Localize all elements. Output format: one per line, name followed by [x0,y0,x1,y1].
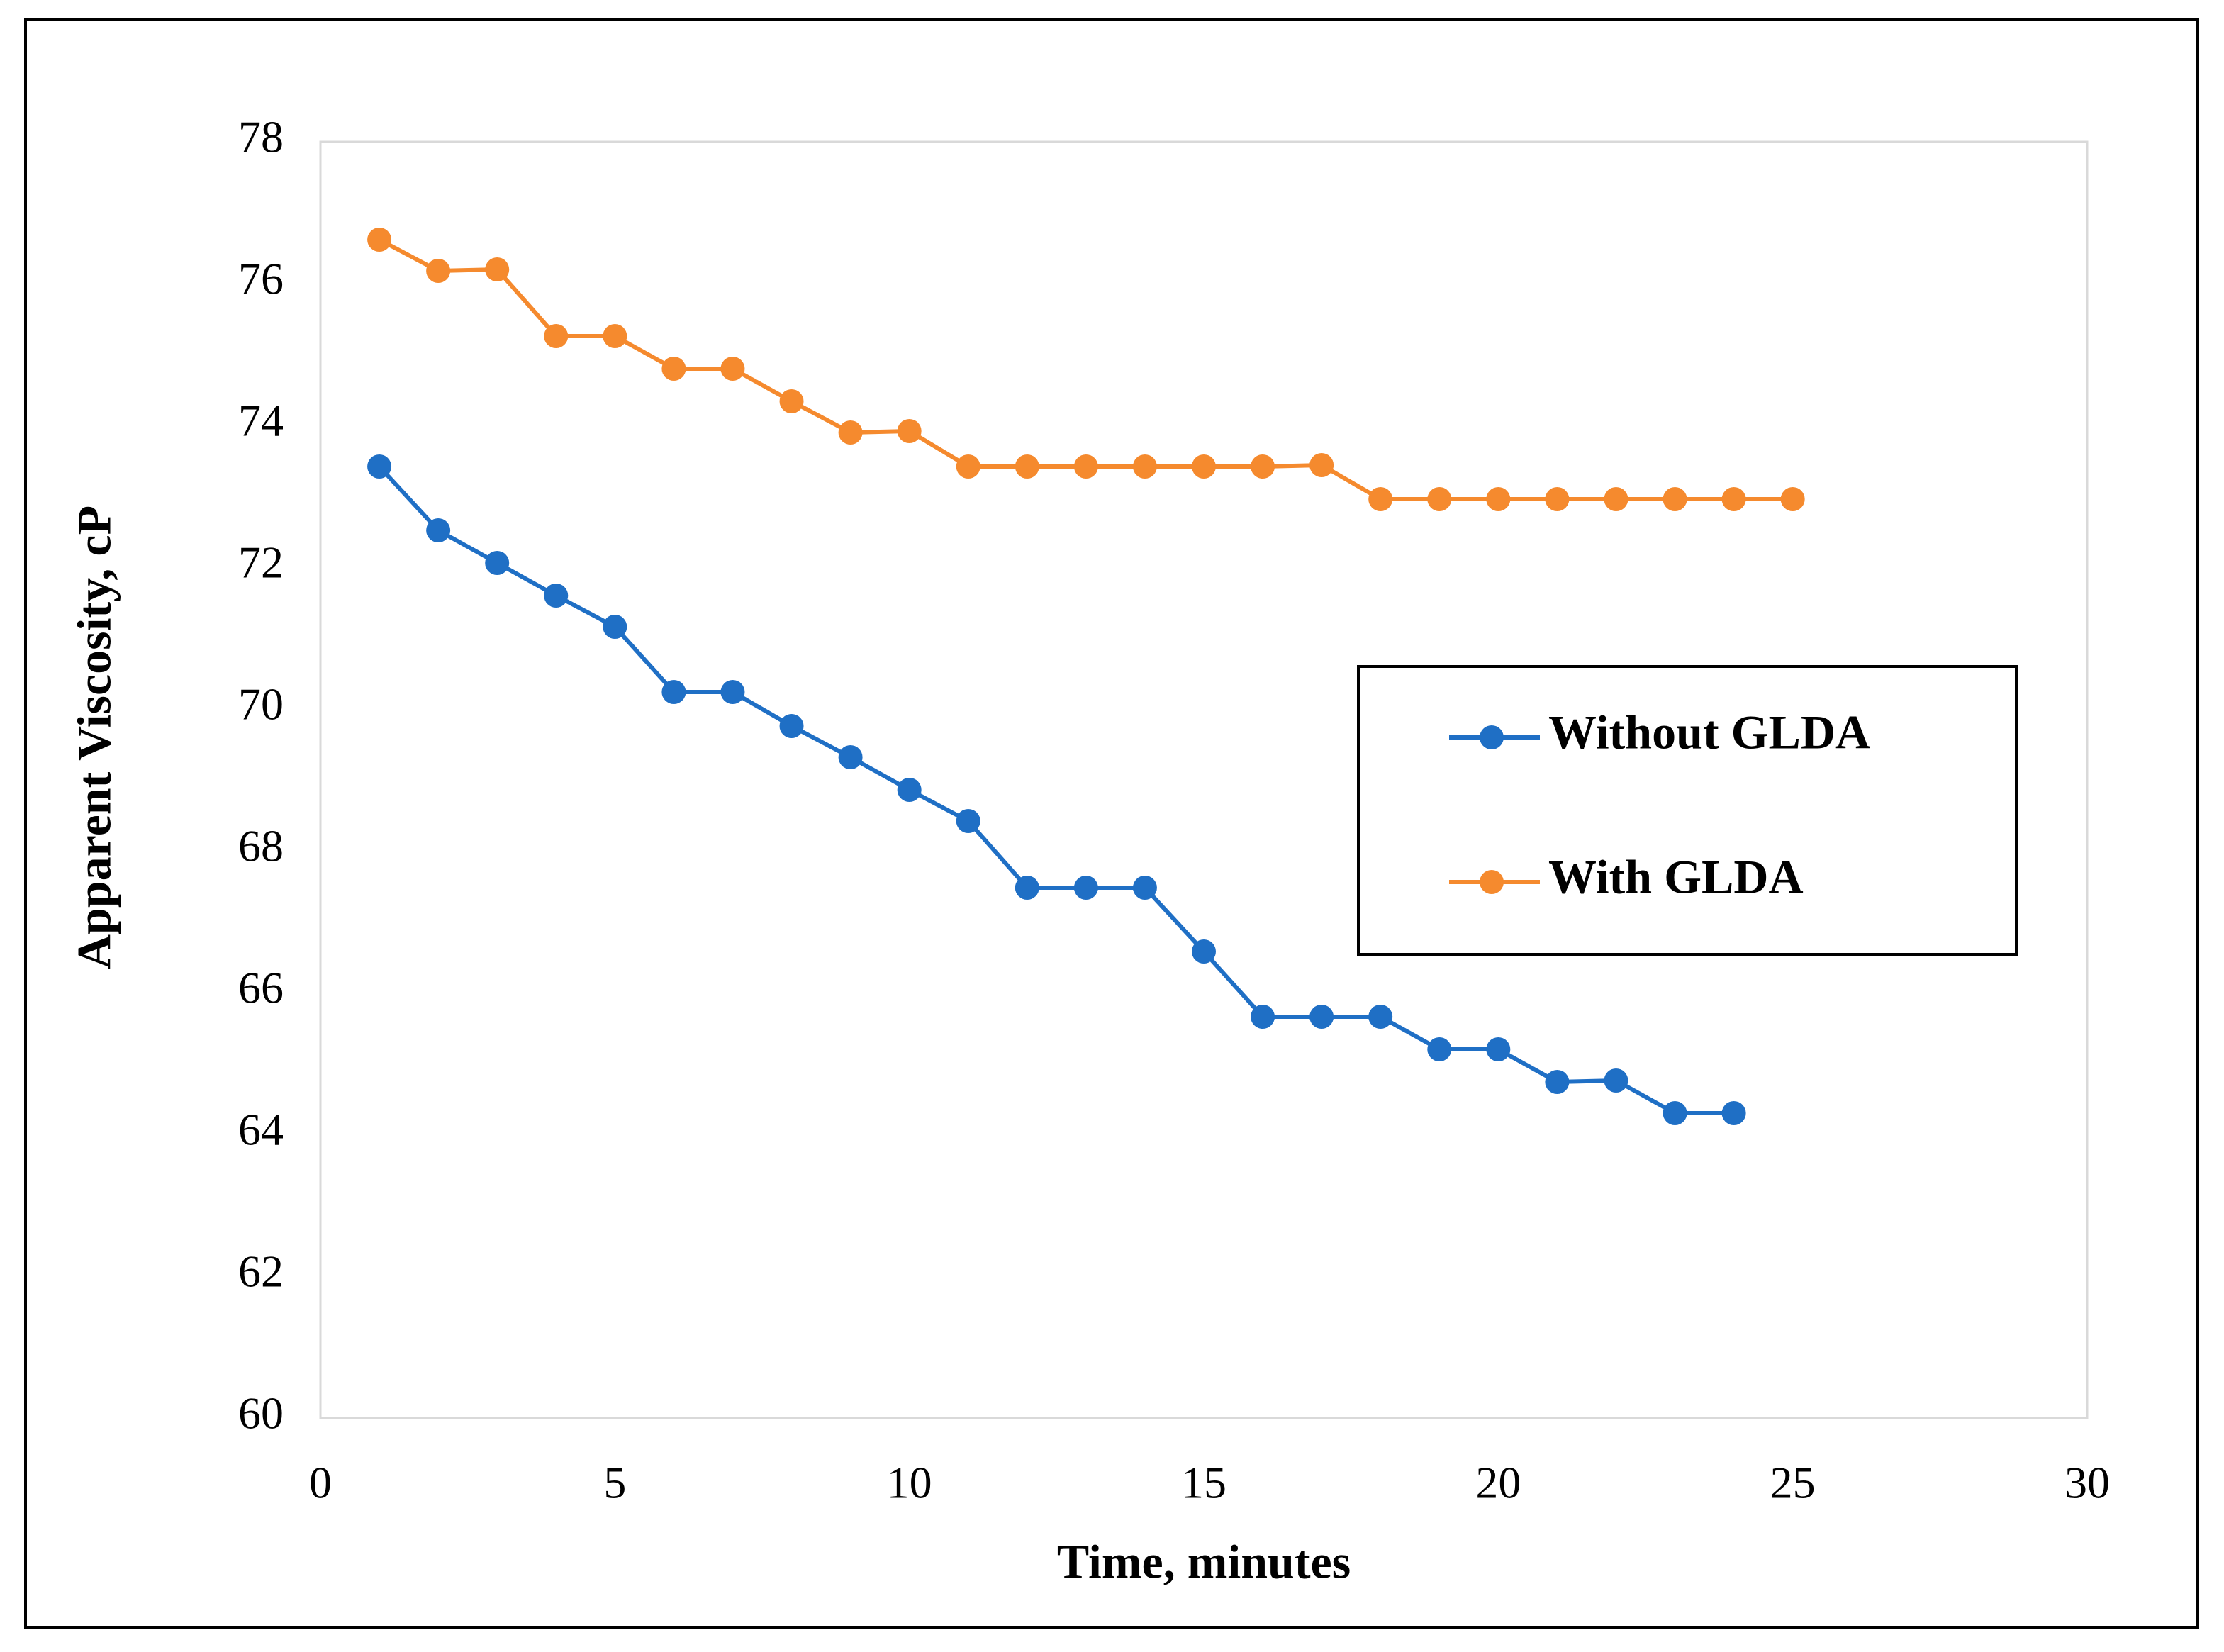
data-point [603,615,627,639]
data-point [1132,454,1157,479]
data-point [1251,454,1275,479]
data-point [897,419,922,443]
data-point [1368,487,1393,511]
data-point [1545,1070,1570,1094]
data-point [1427,487,1452,511]
legend-label: Without GLDA [1548,705,1870,759]
data-point [956,454,980,479]
data-point [1309,453,1334,477]
data-point [367,454,392,479]
data-point [426,518,451,542]
data-point [661,680,686,704]
y-tick-label: 62 [238,1246,284,1297]
data-point [1073,454,1098,479]
x-tick-label: 0 [309,1458,332,1508]
x-tick-label: 30 [2064,1458,2110,1508]
data-point [956,809,980,833]
data-point [1309,1005,1334,1029]
y-tick-label: 64 [238,1105,284,1155]
data-point [779,714,804,738]
data-point [367,228,392,252]
data-point [1132,876,1157,900]
data-point [1604,487,1628,511]
x-tick-label: 25 [1770,1458,1816,1508]
x-tick-label: 5 [603,1458,626,1508]
legend-marker [1480,870,1504,894]
data-point [897,778,922,802]
data-point [1015,454,1039,479]
data-point [1192,939,1216,964]
data-point [720,680,745,704]
x-tick-label: 10 [887,1458,932,1508]
legend-marker [1480,725,1504,749]
data-point [838,420,863,445]
legend-label: With GLDA [1548,850,1804,904]
data-point [720,357,745,381]
data-point [1192,454,1216,479]
data-point [779,389,804,413]
y-tick-label: 66 [238,963,284,1013]
data-point [1721,487,1746,511]
data-point [426,259,451,283]
data-point [1073,876,1098,900]
x-tick-label: 15 [1181,1458,1226,1508]
data-point [838,745,863,769]
x-tick-label: 20 [1475,1458,1521,1508]
plot-area [319,140,2089,1419]
y-tick-label: 68 [238,821,284,871]
y-tick-label: 70 [238,679,284,730]
data-point [1604,1068,1628,1093]
data-point [1427,1037,1452,1061]
y-axis-label: Apparent Viscosity, cP [67,506,121,969]
data-point [661,357,686,381]
data-point [1545,487,1570,511]
x-axis-label: Time, minutes [1057,1535,1351,1589]
data-point [1663,487,1687,511]
y-tick-label: 60 [238,1388,284,1439]
data-point [1486,1037,1511,1061]
data-point [1251,1005,1275,1029]
legend-box [1357,665,2018,956]
data-point [1486,487,1511,511]
data-point [1780,487,1805,511]
data-point [603,324,627,348]
data-point [1663,1101,1687,1125]
data-point [485,551,510,575]
data-point [1721,1101,1746,1125]
y-tick-label: 72 [238,537,284,588]
data-point [544,324,569,348]
y-tick-label: 78 [238,112,284,162]
data-point [485,257,510,281]
data-point [1015,876,1039,900]
y-tick-label: 76 [238,254,284,304]
data-point [1368,1005,1393,1029]
y-tick-label: 74 [238,396,284,446]
data-point [544,584,569,608]
